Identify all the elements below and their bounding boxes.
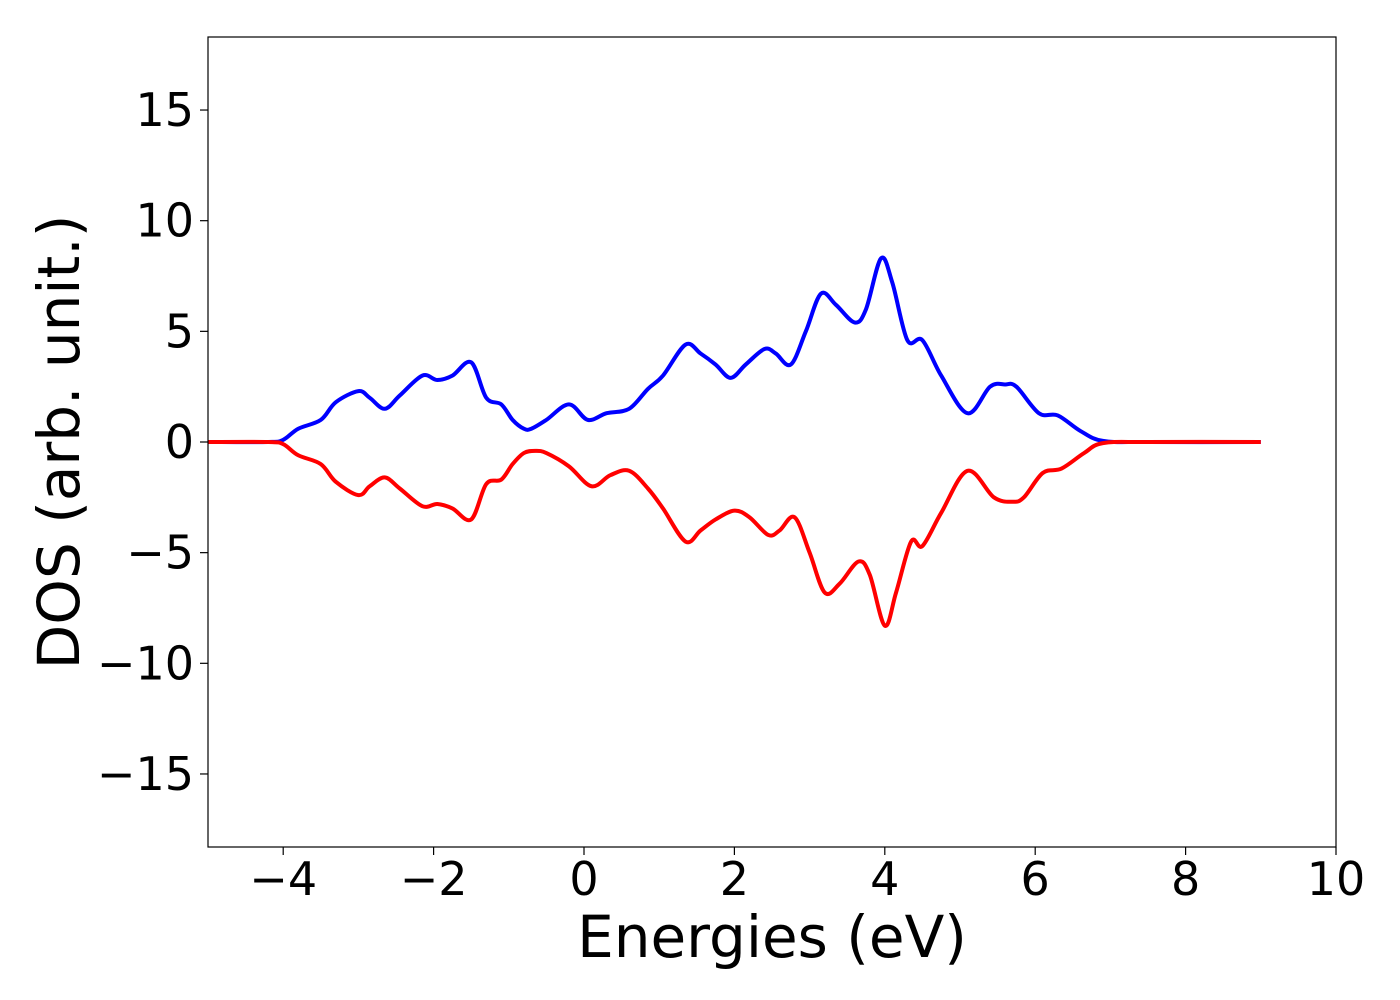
y-tick-label: 5 [165, 304, 194, 358]
y-axis-title: DOS (arb. unit.) [25, 215, 93, 670]
y-tick-label: 0 [165, 415, 194, 469]
series-line-down [207, 439, 1261, 628]
x-tick-label: 6 [1021, 852, 1050, 906]
x-tick-label: −2 [400, 852, 468, 906]
x-axis-ticks: −4 −2 0 2 4 6 8 10 [249, 847, 1365, 906]
y-tick-label: −10 [97, 636, 194, 690]
y-tick-label: −15 [97, 747, 194, 801]
y-axis-ticks: −15 −10 −5 0 5 10 15 [97, 83, 208, 801]
x-tick-label: 10 [1307, 852, 1366, 906]
x-tick-label: 4 [870, 852, 899, 906]
y-tick-label: 15 [135, 83, 194, 137]
y-tick-label: −5 [126, 526, 194, 580]
series-layer [207, 255, 1261, 628]
x-tick-label: 2 [720, 852, 749, 906]
x-tick-label: 8 [1171, 852, 1200, 906]
series-line-up [207, 255, 1261, 445]
y-tick-label: 10 [135, 194, 194, 248]
x-tick-label: 0 [569, 852, 598, 906]
x-axis-title: Energies (eV) [577, 903, 967, 971]
x-tick-label: −4 [249, 852, 317, 906]
